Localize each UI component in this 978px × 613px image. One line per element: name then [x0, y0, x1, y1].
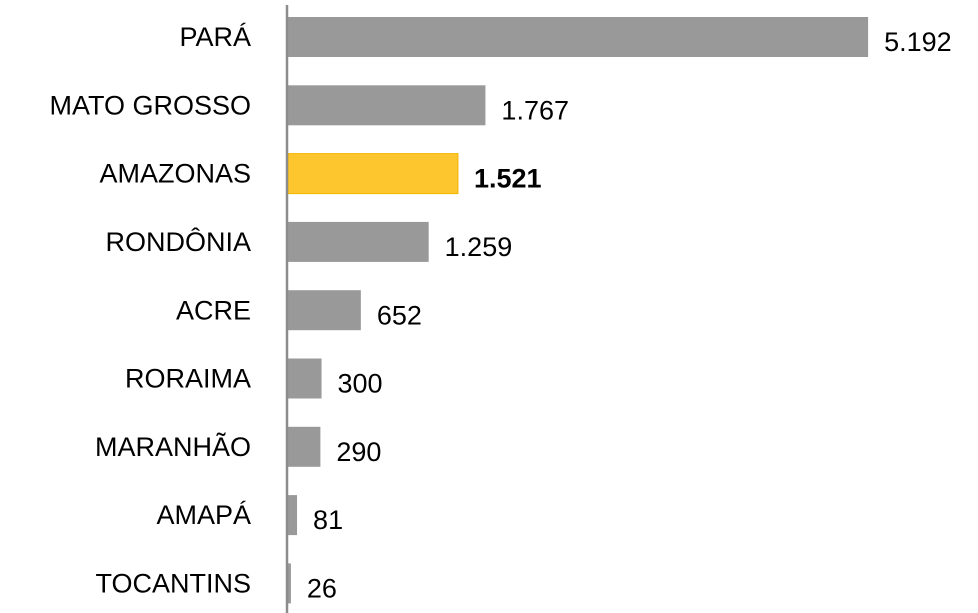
bar — [288, 563, 291, 604]
value-label: 1.767 — [501, 95, 569, 125]
category-label: MARANHÃO — [95, 431, 251, 462]
value-label: 81 — [313, 505, 343, 535]
category-label: MATO GROSSO — [49, 90, 251, 120]
bar — [288, 17, 869, 57]
category-label: AMAZONAS — [99, 159, 251, 189]
value-label: 1.259 — [445, 232, 513, 262]
value-label: 652 — [377, 300, 422, 330]
value-label: 5.192 — [884, 27, 952, 57]
value-label: 300 — [338, 369, 383, 399]
category-label: TOCANTINS — [95, 569, 251, 599]
bar — [288, 85, 486, 126]
bar — [288, 290, 361, 331]
value-label: 290 — [336, 437, 381, 467]
bar — [288, 426, 321, 467]
value-label: 26 — [307, 574, 337, 604]
bar — [288, 221, 429, 262]
bar — [288, 495, 298, 536]
category-label: PARÁ — [179, 22, 251, 52]
value-label: 1.521 — [474, 164, 542, 194]
bar — [288, 358, 322, 399]
category-label: RONDÔNIA — [105, 226, 251, 257]
category-label: RORAIMA — [125, 364, 251, 394]
category-label: ACRE — [176, 295, 251, 325]
bar — [287, 153, 459, 195]
category-label: AMAPÁ — [156, 500, 251, 530]
